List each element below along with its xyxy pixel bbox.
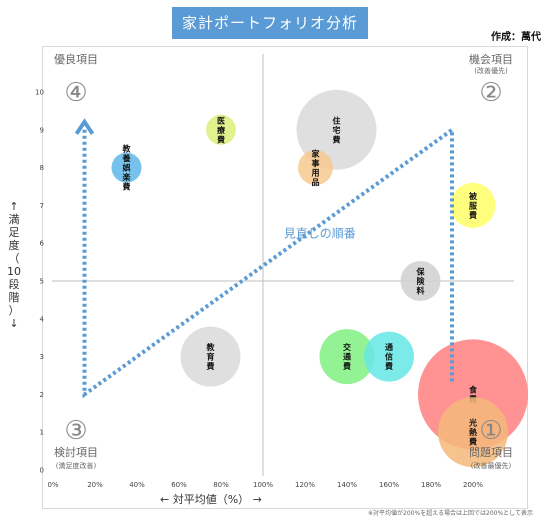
bubble-label-2: 住宅費 bbox=[333, 115, 341, 144]
bubble-label-5: 保険料 bbox=[416, 267, 426, 296]
x-axis-label: ← 対平均値（%） → bbox=[160, 493, 262, 506]
bubble-10 bbox=[438, 397, 508, 468]
y-tick-label: 7 bbox=[40, 202, 44, 210]
x-tick-label: 180% bbox=[421, 481, 441, 489]
y-axis-label-char: ↓ bbox=[9, 317, 19, 330]
x-tick-label: 40% bbox=[129, 481, 145, 489]
quadrant-number-1: ② bbox=[479, 78, 502, 108]
x-tick-label: 20% bbox=[87, 481, 103, 489]
x-tick-label: 100% bbox=[253, 481, 273, 489]
bubble-label-4: 被服費 bbox=[469, 191, 478, 220]
y-tick-label: 10 bbox=[35, 89, 44, 97]
y-tick-label: 0 bbox=[40, 467, 44, 475]
review-path-arrowhead bbox=[74, 118, 95, 135]
quadrant-sub-1: (改善優先) bbox=[474, 66, 508, 75]
y-axis-label-char: ↑ bbox=[9, 200, 19, 213]
quadrant-sub-2: (満足度改善) bbox=[56, 461, 97, 470]
x-tick-label: 200% bbox=[463, 481, 483, 489]
y-axis-label-char: 10 bbox=[7, 265, 21, 278]
y-axis-label-char: 満 bbox=[8, 213, 20, 226]
bubble-6 bbox=[180, 326, 241, 387]
y-axis-label: ↑ 満足度（10 段階） ↓ bbox=[6, 200, 22, 330]
y-tick-label: 9 bbox=[40, 126, 44, 134]
x-tick-label: 80% bbox=[213, 481, 229, 489]
quadrant-number-2: ③ bbox=[64, 416, 87, 446]
bubble-4 bbox=[450, 182, 496, 228]
y-tick-label: 5 bbox=[40, 278, 44, 286]
quadrant-sub-3: (改善最優先) bbox=[471, 461, 512, 470]
x-tick-label: 120% bbox=[295, 481, 315, 489]
bubble-label-3: 家事用品 bbox=[311, 148, 321, 187]
chart-frame bbox=[42, 46, 528, 509]
bubble-3 bbox=[298, 150, 333, 186]
bubble-label-10: 光熱費 bbox=[468, 418, 477, 447]
y-axis-label-char: （ bbox=[8, 252, 20, 265]
x-tick-label: 160% bbox=[379, 481, 399, 489]
bubble-label-1: 教養娯楽費 bbox=[122, 144, 132, 192]
y-tick-label: 4 bbox=[40, 315, 45, 323]
bubble-label-6: 教育費 bbox=[206, 342, 216, 371]
bubble-5 bbox=[400, 261, 441, 301]
y-tick-label: 6 bbox=[40, 240, 45, 248]
quadrant-number-3: ① bbox=[479, 416, 502, 446]
chart-title: 家計ポートフォリオ分析 bbox=[172, 7, 368, 39]
bubble-label-8: 通信費 bbox=[385, 342, 393, 371]
quadrant-name-0: 優良項目 bbox=[54, 52, 98, 66]
review-path-label: 見直しの順番 bbox=[284, 227, 356, 241]
y-tick-label: 3 bbox=[40, 353, 44, 361]
bubble-label-7: 交通費 bbox=[343, 342, 351, 371]
bubble-0 bbox=[206, 114, 236, 145]
y-axis-label-char: 階 bbox=[8, 291, 20, 304]
quadrant-name-3: 問題項目 bbox=[469, 446, 513, 459]
x-tick-label: 0% bbox=[47, 481, 58, 489]
quadrant-name-1: 機会項目 bbox=[469, 52, 513, 66]
y-tick-label: 2 bbox=[40, 391, 44, 399]
author-label: 作成：萬代 bbox=[491, 32, 541, 43]
review-path bbox=[82, 125, 454, 399]
bubble-8 bbox=[364, 331, 414, 382]
y-axis-label-char: 段 bbox=[8, 278, 20, 291]
quadrant-number-0: ④ bbox=[64, 78, 87, 108]
y-axis-label-char: ） bbox=[8, 304, 20, 317]
y-tick-label: 8 bbox=[40, 164, 44, 172]
bubble-1 bbox=[111, 152, 142, 183]
y-axis-label-char: 度 bbox=[8, 239, 20, 252]
footnote: ※対平均値が200%を超える場合は上回では200%として表示 bbox=[368, 510, 533, 517]
x-tick-label: 60% bbox=[171, 481, 187, 489]
bubble-2 bbox=[296, 89, 377, 170]
bubble-7 bbox=[319, 329, 375, 385]
bubble-label-0: 医療費 bbox=[217, 116, 226, 144]
y-axis-label-char: 足 bbox=[8, 226, 20, 239]
quadrant-name-2: 検討項目 bbox=[54, 445, 98, 459]
x-tick-label: 140% bbox=[337, 481, 357, 489]
y-tick-label: 1 bbox=[40, 429, 44, 437]
